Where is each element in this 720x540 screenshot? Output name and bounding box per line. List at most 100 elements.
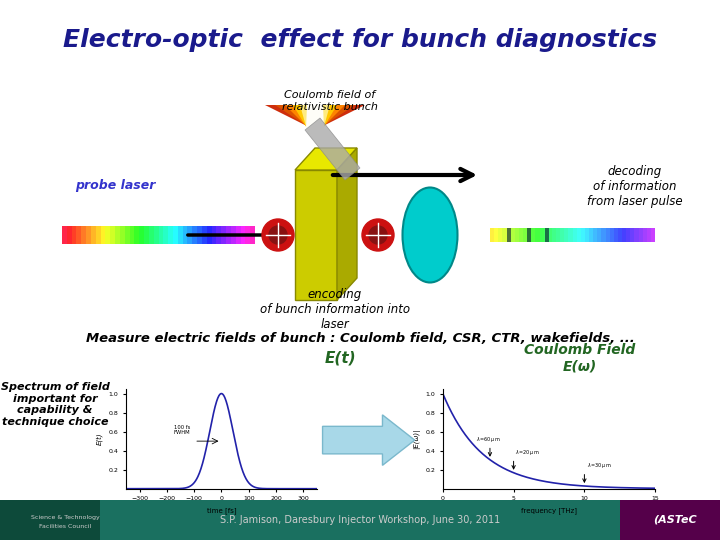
Bar bbox=[527, 228, 531, 242]
Bar bbox=[202, 226, 207, 244]
Bar bbox=[622, 228, 626, 242]
FancyArrow shape bbox=[323, 415, 415, 465]
Text: $\lambda$=20 $\mu$m: $\lambda$=20 $\mu$m bbox=[515, 448, 539, 457]
Polygon shape bbox=[275, 105, 355, 130]
Bar bbox=[539, 228, 544, 242]
Text: S.P. Jamison, Daresbury Injector Workshop, June 30, 2011: S.P. Jamison, Daresbury Injector Worksho… bbox=[220, 515, 500, 525]
Bar bbox=[593, 228, 598, 242]
Bar bbox=[235, 226, 240, 244]
Polygon shape bbox=[295, 148, 357, 170]
Bar bbox=[581, 228, 585, 242]
Bar bbox=[115, 226, 120, 244]
Bar bbox=[598, 228, 601, 242]
Bar bbox=[295, 170, 337, 300]
Bar bbox=[536, 228, 539, 242]
Bar bbox=[556, 228, 560, 242]
Bar bbox=[221, 226, 226, 244]
Bar bbox=[81, 226, 86, 244]
Polygon shape bbox=[285, 105, 345, 130]
Text: probe laser: probe laser bbox=[75, 179, 156, 192]
Polygon shape bbox=[306, 105, 324, 130]
Bar bbox=[217, 226, 221, 244]
Bar bbox=[610, 228, 613, 242]
Bar bbox=[173, 226, 178, 244]
Bar bbox=[572, 228, 577, 242]
Bar bbox=[187, 226, 192, 244]
Bar bbox=[183, 226, 187, 244]
Bar bbox=[606, 228, 610, 242]
Bar bbox=[62, 226, 67, 244]
Bar bbox=[531, 228, 536, 242]
Bar bbox=[192, 226, 197, 244]
Polygon shape bbox=[293, 105, 337, 130]
Bar bbox=[76, 226, 81, 244]
X-axis label: time [fs]: time [fs] bbox=[207, 507, 236, 514]
Bar bbox=[564, 228, 568, 242]
Bar bbox=[630, 228, 634, 242]
Text: Measure electric fields of bunch : Coulomb field, CSR, CTR, wakefields, ...: Measure electric fields of bunch : Coulo… bbox=[86, 332, 634, 345]
Ellipse shape bbox=[402, 187, 457, 282]
Bar bbox=[246, 226, 250, 244]
Text: $\lambda$=30 $\mu$m: $\lambda$=30 $\mu$m bbox=[588, 461, 612, 470]
Bar bbox=[101, 226, 105, 244]
Bar bbox=[231, 226, 235, 244]
Bar bbox=[139, 226, 144, 244]
X-axis label: frequency [THz]: frequency [THz] bbox=[521, 507, 577, 514]
Bar bbox=[498, 228, 503, 242]
Bar bbox=[527, 228, 531, 242]
Bar bbox=[643, 228, 647, 242]
Bar bbox=[613, 228, 618, 242]
Bar bbox=[647, 228, 651, 242]
Y-axis label: |E(ω)|: |E(ω)| bbox=[413, 429, 420, 449]
Bar bbox=[212, 226, 217, 244]
Bar bbox=[552, 228, 556, 242]
Bar bbox=[515, 228, 519, 242]
Bar bbox=[163, 226, 168, 244]
Bar bbox=[494, 228, 498, 242]
Bar bbox=[548, 228, 552, 242]
Bar bbox=[490, 228, 494, 242]
Bar bbox=[135, 226, 139, 244]
Polygon shape bbox=[305, 118, 360, 180]
Bar bbox=[560, 228, 564, 242]
Bar bbox=[507, 228, 511, 242]
Bar bbox=[568, 228, 572, 242]
Bar bbox=[639, 228, 643, 242]
Bar bbox=[105, 226, 110, 244]
Text: (ASTeC: (ASTeC bbox=[653, 515, 697, 525]
Bar bbox=[207, 226, 212, 244]
Text: $\lambda$=60 $\mu$m: $\lambda$=60 $\mu$m bbox=[476, 435, 500, 443]
Circle shape bbox=[369, 226, 387, 244]
Polygon shape bbox=[300, 105, 330, 130]
Bar bbox=[503, 228, 506, 242]
Bar bbox=[618, 228, 622, 242]
Bar bbox=[585, 228, 589, 242]
Bar bbox=[86, 226, 91, 244]
Bar bbox=[634, 228, 639, 242]
Bar bbox=[130, 226, 135, 244]
Bar bbox=[620, 500, 720, 540]
Bar bbox=[125, 226, 130, 244]
Text: encoding
of bunch information into
laser: encoding of bunch information into laser bbox=[260, 288, 410, 331]
Bar bbox=[0, 500, 620, 540]
Bar bbox=[226, 226, 231, 244]
Text: Coulomb field of
relativistic bunch: Coulomb field of relativistic bunch bbox=[282, 90, 378, 112]
Bar bbox=[519, 228, 523, 242]
Bar bbox=[250, 226, 255, 244]
Bar bbox=[158, 226, 163, 244]
Bar bbox=[577, 228, 581, 242]
Bar bbox=[601, 228, 606, 242]
Text: Facilities Council: Facilities Council bbox=[39, 524, 91, 530]
Bar bbox=[120, 226, 125, 244]
Circle shape bbox=[269, 226, 287, 244]
Bar bbox=[506, 228, 510, 242]
Bar bbox=[91, 226, 96, 244]
Bar bbox=[168, 226, 173, 244]
Bar bbox=[544, 228, 548, 242]
Bar bbox=[67, 226, 72, 244]
Circle shape bbox=[262, 219, 294, 251]
Text: Electro-optic  effect for bunch diagnostics: Electro-optic effect for bunch diagnosti… bbox=[63, 28, 657, 52]
Y-axis label: E(t): E(t) bbox=[96, 433, 103, 445]
Bar bbox=[240, 226, 246, 244]
Circle shape bbox=[362, 219, 394, 251]
